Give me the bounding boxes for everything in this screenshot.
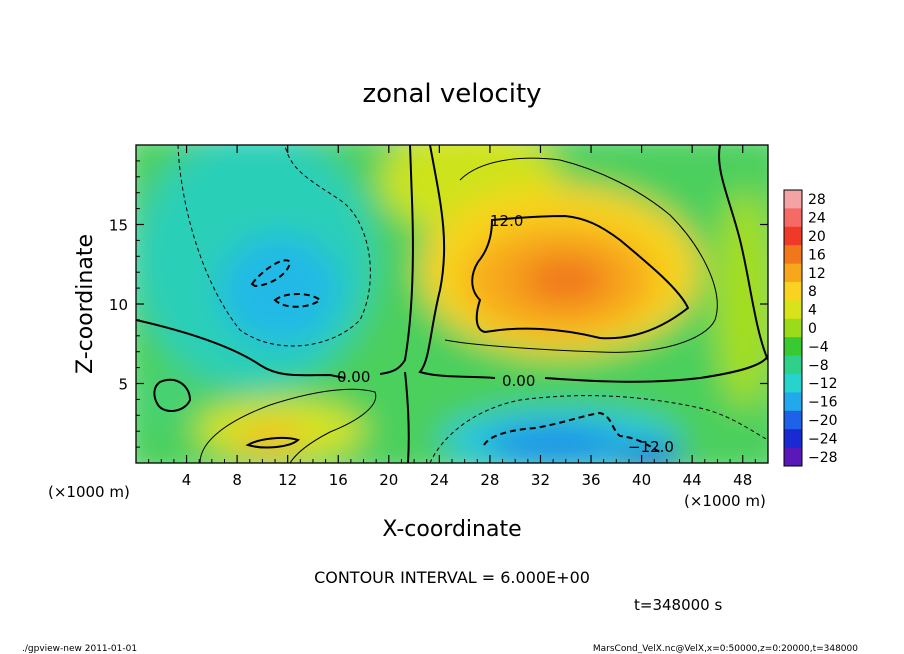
x-tick-label: 24 — [430, 471, 449, 489]
contour-zero-right-cont — [544, 354, 768, 383]
colorbar-swatch — [784, 410, 802, 430]
contour-zero-upper-right — [718, 145, 768, 361]
colorbar-label: 28 — [808, 192, 826, 208]
colorbar-swatch — [784, 429, 802, 449]
contour-interval-text: CONTOUR INTERVAL = 6.000E+00 — [314, 568, 590, 587]
colorbar-label: 0 — [808, 321, 817, 337]
contour-neg12-bottom — [483, 411, 661, 453]
colorbar-label: −16 — [808, 395, 838, 411]
colorbar-swatch — [784, 392, 802, 412]
x-tick-label: 20 — [379, 471, 398, 489]
colorbar-label: 16 — [808, 247, 826, 263]
contour-neg6-left — [177, 145, 371, 347]
colorbar-swatch — [784, 355, 802, 375]
x-tick-label: 12 — [278, 471, 297, 489]
y-tick-label: 10 — [109, 296, 128, 314]
contour-label-12: 12.0 — [490, 212, 523, 230]
contour-12-positive — [471, 214, 690, 340]
x-tick-label: 8 — [232, 471, 242, 489]
colorbar-label: −24 — [808, 431, 838, 447]
x-tick-label: 48 — [733, 471, 752, 489]
colorbar-label: 20 — [808, 229, 826, 245]
contour-zero-bottom — [404, 371, 410, 463]
contour-zero-left — [136, 319, 346, 379]
colorbar-label: 8 — [808, 284, 817, 300]
footer-left: ./gpview-new 2011-01-01 — [22, 644, 137, 654]
x-unit-right: (×1000 m) — [684, 492, 766, 510]
colorbar-swatch — [784, 318, 802, 338]
x-axis-label: X-coordinate — [382, 517, 521, 542]
contour-zero-small-loop — [153, 378, 192, 412]
contour-pos6-right — [444, 157, 718, 353]
x-tick-label: 32 — [531, 471, 550, 489]
contour-label-neg12: −12.0 — [628, 438, 674, 456]
x-axis: 4 8 12 16 20 24 28 32 36 40 44 48 — [148, 145, 756, 489]
colorbar-label: −8 — [808, 358, 829, 374]
colorbar-frame — [783, 189, 803, 467]
contour-pos6-bottom-left — [199, 388, 377, 463]
colorbar-swatch — [784, 263, 802, 283]
x-tick-label: 4 — [182, 471, 192, 489]
contour-zero-right — [418, 145, 496, 379]
colorbar-label: −20 — [808, 413, 838, 429]
colorbar-label: 24 — [808, 211, 826, 227]
x-tick-label: 40 — [632, 471, 651, 489]
colorbar: 28 24 20 16 12 8 4 0 −4 −8 −12 −16 −20 −24 −28 — [783, 189, 838, 467]
x-tick-label: 16 — [329, 471, 348, 489]
colorbar-label: −4 — [808, 339, 829, 355]
footer-right: MarsCond_VelX.nc@VelX,x=0:50000,z=0:2000… — [593, 644, 858, 654]
contour-label-zero-right: 0.00 — [502, 372, 535, 390]
colorbar-swatch — [784, 245, 802, 265]
y-axis-label: Z-coordinate — [73, 234, 98, 374]
contour-12-small — [245, 436, 301, 449]
colorbar-swatch — [784, 447, 802, 467]
contour-label-zero-left: 0.00 — [337, 368, 370, 386]
colorbar-swatch — [784, 300, 802, 320]
colorbar-swatch — [784, 337, 802, 357]
plot-area: 12.0 0.00 0.00 −12.0 — [136, 145, 768, 463]
colorbar-swatch — [784, 208, 802, 228]
contour-neg12-left-b — [273, 293, 322, 308]
y-axis: 5 10 15 — [109, 160, 768, 448]
contour-neg6-bottom — [429, 395, 768, 463]
colorbar-swatch — [784, 374, 802, 393]
colorbar-label: 12 — [808, 266, 826, 282]
x-tick-label: 36 — [581, 471, 600, 489]
colorbar-label: −12 — [808, 376, 838, 392]
colorbar-swatch — [784, 282, 802, 301]
x-tick-label: 28 — [480, 471, 499, 489]
x-tick-label: 44 — [683, 471, 702, 489]
colorbar-label: 4 — [808, 303, 817, 319]
colorbar-label: −28 — [808, 450, 838, 466]
contour-zero-left-cont — [379, 145, 414, 375]
y-tick-label: 15 — [109, 217, 128, 235]
colorbar-swatch — [784, 190, 802, 209]
time-label: t=348000 s — [634, 596, 722, 614]
contour-neg12-left-a — [250, 259, 292, 288]
y-tick-label: 5 — [118, 376, 128, 394]
colorbar-swatch — [784, 226, 802, 246]
x-unit-left: (×1000 m) — [48, 483, 130, 501]
chart-title: zonal velocity — [362, 79, 541, 109]
